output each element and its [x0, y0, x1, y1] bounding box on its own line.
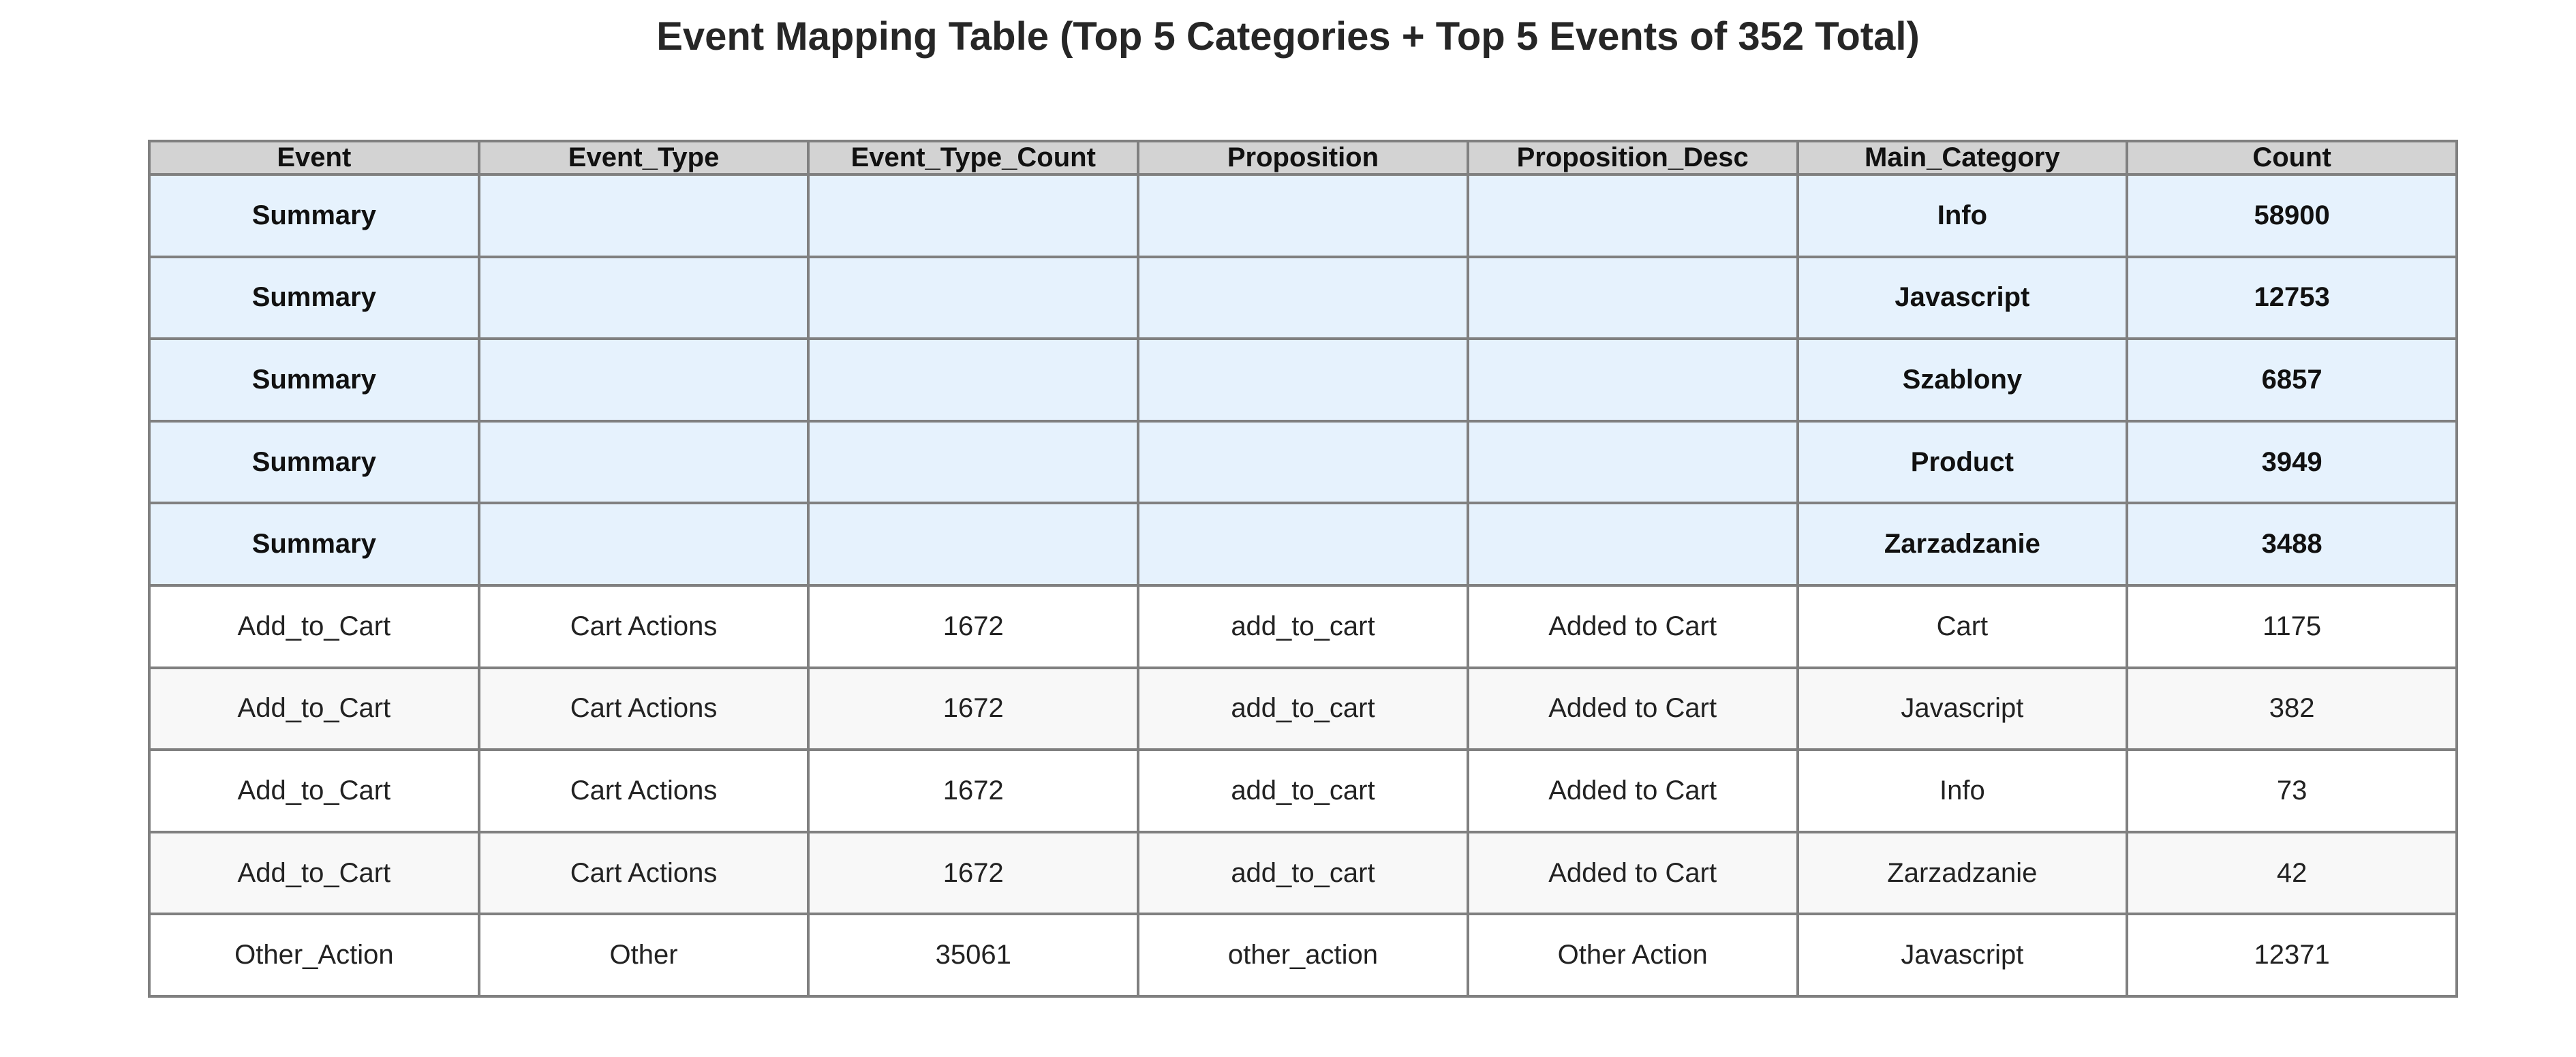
table-header: Event Event_Type Event_Type_Count Propositi… — [148, 140, 2458, 176]
cell-main-category: Zarzadzanie — [1796, 502, 2129, 587]
cell-event-type — [477, 173, 810, 258]
cell-event-type-count — [807, 419, 1140, 505]
cell-proposition: add_to_cart — [1137, 583, 1469, 669]
cell-main-category: Info — [1796, 748, 2129, 833]
cell-event: Summary — [148, 255, 480, 341]
cell-event-type: Cart Actions — [477, 830, 810, 916]
cell-proposition: add_to_cart — [1137, 748, 1469, 833]
event-row: Add_to_Cart Cart Actions 1672 add_to_cart Ad… — [148, 830, 2458, 916]
cell-proposition: other_action — [1137, 913, 1469, 998]
cell-event-type: Cart Actions — [477, 748, 810, 833]
column-header-main-category: Main_Category — [1796, 140, 2129, 176]
cell-event-type: Other — [477, 913, 810, 998]
column-header-event-type-count: Event_Type_Count — [807, 140, 1140, 176]
summary-row: Summary Szablony 6857 — [148, 337, 2458, 423]
event-row: Add_to_Cart Cart Actions 1672 add_to_cart Ad… — [148, 666, 2458, 752]
column-header-proposition-desc: Proposition_Desc — [1466, 140, 1799, 176]
cell-proposition — [1137, 255, 1469, 341]
cell-proposition — [1137, 419, 1469, 505]
cell-event-type — [477, 255, 810, 341]
event-mapping-table-container: Event Event_Type Event_Type_Count Propositi… — [148, 140, 2458, 998]
cell-event: Summary — [148, 173, 480, 258]
cell-count: 42 — [2126, 830, 2458, 916]
cell-count: 6857 — [2126, 337, 2458, 423]
cell-proposition-desc: Added to Cart — [1466, 666, 1799, 752]
cell-proposition-desc — [1466, 255, 1799, 341]
cell-event: Add_to_Cart — [148, 583, 480, 669]
cell-main-category: Javascript — [1796, 255, 2129, 341]
cell-main-category: Szablony — [1796, 337, 2129, 423]
cell-main-category: Product — [1796, 419, 2129, 505]
cell-event-type-count: 1672 — [807, 666, 1140, 752]
cell-event-type: Cart Actions — [477, 666, 810, 752]
cell-main-category: Zarzadzanie — [1796, 830, 2129, 916]
table-body: Summary Info 58900 Summary Javascript 12753 Su… — [148, 173, 2458, 998]
cell-event-type-count: 35061 — [807, 913, 1140, 998]
header-row: Event Event_Type Event_Type_Count Propositi… — [148, 140, 2458, 176]
cell-count: 58900 — [2126, 173, 2458, 258]
cell-event-type-count — [807, 502, 1140, 587]
cell-event: Add_to_Cart — [148, 830, 480, 916]
cell-event-type: Cart Actions — [477, 583, 810, 669]
cell-main-category: Info — [1796, 173, 2129, 258]
cell-count: 12371 — [2126, 913, 2458, 998]
cell-proposition-desc: Other Action — [1466, 913, 1799, 998]
cell-event: Summary — [148, 502, 480, 587]
cell-main-category: Javascript — [1796, 666, 2129, 752]
summary-row: Summary Zarzadzanie 3488 — [148, 502, 2458, 587]
event-row: Add_to_Cart Cart Actions 1672 add_to_cart Ad… — [148, 748, 2458, 833]
cell-proposition-desc: Added to Cart — [1466, 830, 1799, 916]
cell-count: 382 — [2126, 666, 2458, 752]
cell-count: 1175 — [2126, 583, 2458, 669]
cell-event-type-count — [807, 337, 1140, 423]
cell-count: 73 — [2126, 748, 2458, 833]
cell-proposition-desc — [1466, 337, 1799, 423]
column-header-event: Event — [148, 140, 480, 176]
cell-main-category: Cart — [1796, 583, 2129, 669]
cell-event-type-count — [807, 255, 1140, 341]
cell-proposition — [1137, 502, 1469, 587]
cell-count: 12753 — [2126, 255, 2458, 341]
cell-event-type-count — [807, 173, 1140, 258]
cell-proposition — [1137, 173, 1469, 258]
cell-proposition-desc — [1466, 502, 1799, 587]
cell-event: Summary — [148, 337, 480, 423]
cell-event-type — [477, 502, 810, 587]
event-row: Other_Action Other 35061 other_action Other … — [148, 913, 2458, 998]
cell-proposition — [1137, 337, 1469, 423]
summary-row: Summary Javascript 12753 — [148, 255, 2458, 341]
table-title: Event Mapping Table (Top 5 Categories + … — [656, 14, 1920, 59]
cell-proposition-desc: Added to Cart — [1466, 748, 1799, 833]
cell-event-type-count: 1672 — [807, 830, 1140, 916]
cell-proposition-desc — [1466, 173, 1799, 258]
cell-event: Summary — [148, 419, 480, 505]
cell-event: Add_to_Cart — [148, 666, 480, 752]
cell-proposition: add_to_cart — [1137, 666, 1469, 752]
cell-event: Add_to_Cart — [148, 748, 480, 833]
cell-proposition: add_to_cart — [1137, 830, 1469, 916]
cell-event: Other_Action — [148, 913, 480, 998]
cell-main-category: Javascript — [1796, 913, 2129, 998]
cell-count: 3488 — [2126, 502, 2458, 587]
cell-proposition-desc — [1466, 419, 1799, 505]
cell-count: 3949 — [2126, 419, 2458, 505]
event-mapping-table: Event Event_Type Event_Type_Count Propositi… — [148, 140, 2458, 998]
summary-row: Summary Product 3949 — [148, 419, 2458, 505]
cell-event-type-count: 1672 — [807, 583, 1140, 669]
column-header-proposition: Proposition — [1137, 140, 1469, 176]
event-row: Add_to_Cart Cart Actions 1672 add_to_cart Ad… — [148, 583, 2458, 669]
cell-proposition-desc: Added to Cart — [1466, 583, 1799, 669]
summary-row: Summary Info 58900 — [148, 173, 2458, 258]
column-header-event-type: Event_Type — [477, 140, 810, 176]
column-header-count: Count — [2126, 140, 2458, 176]
cell-event-type — [477, 419, 810, 505]
cell-event-type-count: 1672 — [807, 748, 1140, 833]
cell-event-type — [477, 337, 810, 423]
